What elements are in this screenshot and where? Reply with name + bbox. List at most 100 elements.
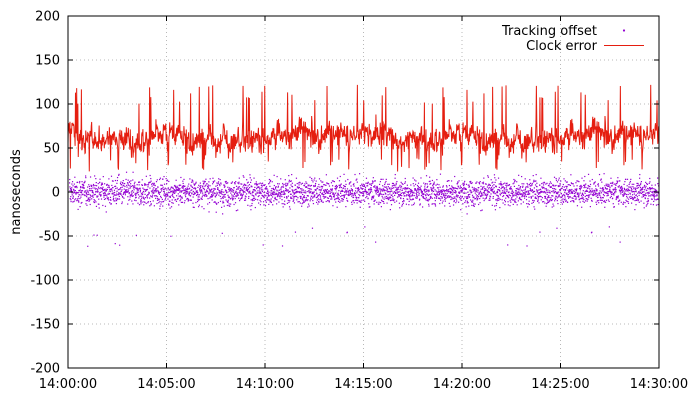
tracking-offset-point — [425, 175, 428, 177]
tracking-offset-point — [450, 198, 452, 201]
tracking-offset-point — [532, 175, 534, 177]
tracking-offset-point — [114, 185, 117, 187]
tracking-offset-point — [371, 198, 373, 201]
tracking-offset-point — [541, 182, 543, 185]
tracking-offset-point — [98, 187, 100, 190]
tracking-offset-point — [101, 183, 103, 185]
tracking-offset-point — [653, 200, 655, 203]
tracking-offset-point — [144, 190, 147, 192]
tracking-offset-point — [345, 183, 347, 186]
tracking-offset-point — [438, 191, 440, 193]
tracking-offset-point — [456, 194, 458, 196]
tracking-offset-point — [434, 200, 436, 202]
tracking-offset-point — [645, 181, 647, 183]
y-tick-label: 0 — [52, 186, 60, 201]
tracking-offset-point — [151, 196, 154, 198]
tracking-offset-point — [309, 185, 312, 187]
tracking-offset-point — [263, 196, 265, 198]
tracking-offset-point — [354, 193, 356, 195]
tracking-offset-point — [358, 191, 361, 193]
tracking-offset-point — [386, 197, 388, 199]
tracking-offset-point — [153, 195, 156, 197]
tracking-offset-point — [115, 199, 118, 202]
tracking-offset-point — [336, 194, 338, 196]
tracking-offset-point — [506, 190, 508, 193]
tracking-offset-point — [416, 196, 418, 198]
tracking-offset-point — [323, 191, 325, 193]
tracking-offset-point — [210, 191, 212, 193]
tracking-offset-point — [474, 197, 477, 200]
tracking-offset-point — [192, 180, 194, 182]
tracking-offset-point — [88, 188, 91, 190]
tracking-offset-point — [222, 200, 224, 202]
tracking-offset-point — [134, 193, 136, 195]
tracking-offset-point — [417, 182, 420, 184]
tracking-offset-point — [182, 187, 184, 189]
tracking-offset-point — [616, 182, 618, 184]
tracking-offset-point — [443, 195, 445, 197]
tracking-offset-point — [324, 184, 326, 186]
tracking-offset-point — [627, 190, 629, 192]
tracking-offset-point — [628, 186, 630, 188]
tracking-offset-point — [238, 192, 240, 194]
tracking-offset-point — [570, 200, 572, 203]
tracking-offset-point — [434, 205, 437, 207]
tracking-offset-point — [172, 192, 174, 194]
tracking-offset-point — [262, 194, 264, 197]
tracking-offset-point — [495, 179, 497, 181]
tracking-offset-point — [619, 241, 621, 243]
tracking-offset-point — [256, 183, 258, 185]
tracking-offset-point — [608, 226, 610, 228]
tracking-offset-point — [217, 188, 219, 191]
tracking-offset-point — [308, 185, 310, 187]
tracking-offset-point — [557, 185, 560, 188]
tracking-offset-point — [102, 176, 104, 178]
tracking-offset-point — [529, 185, 531, 187]
tracking-offset-point — [361, 192, 363, 194]
tracking-offset-point — [546, 193, 548, 196]
tracking-offset-point — [330, 182, 333, 184]
tracking-offset-point — [404, 177, 406, 180]
tracking-offset-point — [106, 183, 108, 185]
tracking-offset-point — [177, 187, 179, 189]
tracking-offset-point — [624, 181, 626, 183]
tracking-offset-point — [121, 201, 123, 203]
tracking-offset-point — [128, 184, 130, 186]
tracking-offset-point — [652, 194, 654, 196]
tracking-offset-point — [508, 194, 510, 196]
tracking-offset-point — [594, 191, 596, 193]
tracking-offset-point — [634, 188, 637, 190]
tracking-offset-point — [194, 187, 196, 189]
tracking-offset-point — [643, 191, 645, 193]
tracking-offset-point — [464, 201, 466, 204]
tracking-offset-point — [306, 186, 308, 188]
tracking-offset-point — [161, 198, 163, 200]
tracking-offset-point — [473, 203, 475, 205]
tracking-offset-point — [95, 201, 97, 203]
tracking-offset-point — [92, 187, 94, 189]
tracking-offset-point — [488, 184, 490, 186]
tracking-offset-point — [255, 184, 258, 186]
tracking-offset-point — [243, 184, 245, 186]
tracking-offset-point — [468, 196, 471, 198]
tracking-offset-point — [274, 193, 276, 195]
tracking-offset-point — [372, 177, 374, 179]
tracking-offset-point — [570, 192, 573, 194]
tracking-offset-point — [620, 186, 622, 188]
tracking-offset-point — [568, 191, 570, 193]
tracking-offset-point — [485, 193, 487, 195]
tracking-offset-point — [120, 190, 122, 192]
tracking-offset-point — [432, 190, 435, 193]
tracking-offset-point — [428, 180, 430, 183]
tracking-offset-point — [655, 189, 657, 191]
tracking-offset-point — [377, 188, 379, 190]
tracking-offset-point — [282, 182, 284, 185]
tracking-offset-point — [393, 184, 395, 186]
tracking-offset-point — [291, 182, 293, 184]
tracking-offset-point — [406, 187, 408, 190]
tracking-offset-point — [530, 185, 532, 187]
tracking-offset-point — [651, 198, 653, 200]
tracking-offset-point — [431, 189, 434, 191]
tracking-offset-point — [512, 183, 514, 185]
tracking-offset-point — [454, 175, 456, 178]
